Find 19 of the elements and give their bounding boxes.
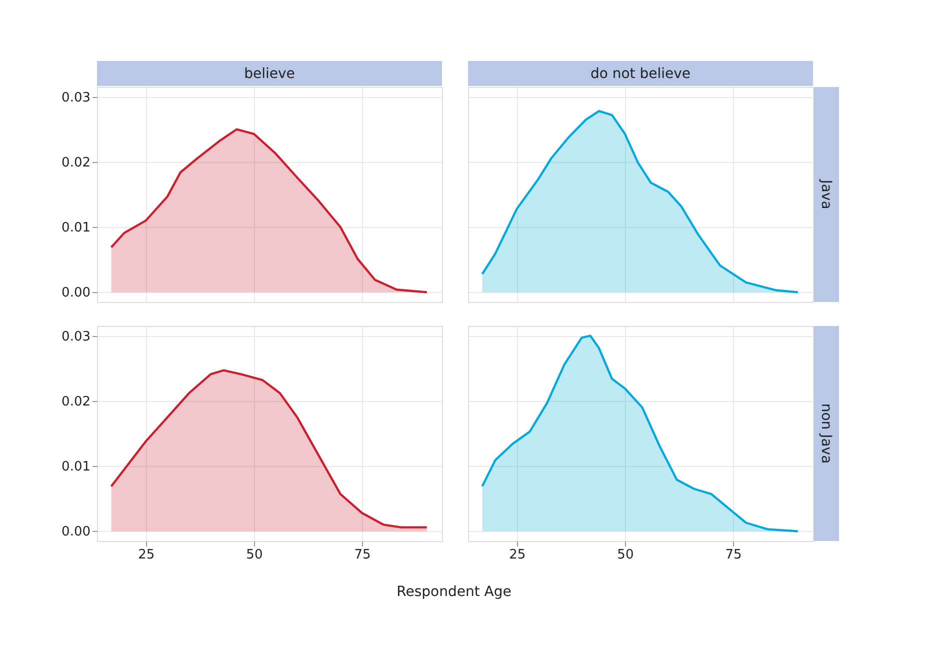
y-tick-label: 0.03 [62, 329, 90, 344]
y-tick-label: 0.00 [62, 524, 90, 540]
y2-axis-title: Java [818, 178, 834, 210]
x-tick-label: 25 [138, 548, 155, 562]
x-tick-label: 25 [509, 548, 526, 562]
x-tick-label: 75 [725, 548, 742, 562]
x-axis-title: Respondent Age [396, 584, 512, 600]
y-tick-label: 0.00 [62, 286, 90, 301]
y2-axis-title: non Java [818, 403, 834, 464]
chart-title: believe [244, 66, 295, 82]
chart-title: do not believe [590, 66, 691, 82]
y-tick-label: 0.02 [62, 155, 90, 170]
y-tick-label: 0.02 [62, 394, 90, 410]
x-tick-label: 50 [617, 548, 634, 562]
y-tick-label: 0.01 [62, 220, 90, 236]
x-tick-label: 50 [246, 548, 263, 562]
x-tick-label: 75 [354, 548, 371, 562]
y-tick-label: 0.01 [62, 460, 90, 475]
y-tick-label: 0.03 [62, 90, 90, 106]
